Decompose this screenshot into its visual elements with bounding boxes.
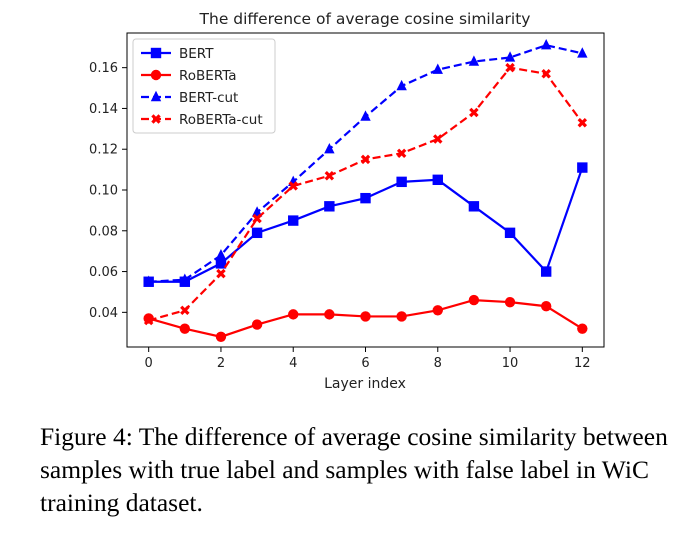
x-axis-label: Layer index bbox=[324, 376, 406, 392]
y-tick-label: 0.14 bbox=[89, 102, 118, 117]
data-point bbox=[143, 275, 154, 286]
legend-item: RoBERTa bbox=[141, 68, 237, 84]
legend-marker bbox=[150, 47, 162, 59]
legend-marker bbox=[150, 69, 162, 81]
data-point-stroke bbox=[396, 148, 407, 159]
data-point bbox=[541, 69, 551, 79]
data-point bbox=[396, 311, 407, 322]
data-point-stroke bbox=[360, 154, 371, 165]
data-point bbox=[216, 268, 226, 279]
data-point-stroke bbox=[180, 305, 190, 316]
data-point bbox=[577, 162, 588, 173]
data-point bbox=[179, 273, 191, 284]
data-point bbox=[360, 154, 371, 165]
legend: BERT RoBERTa BERT-cut RoBERTa-cut bbox=[132, 38, 276, 134]
data-point-stroke bbox=[324, 170, 335, 181]
data-point bbox=[179, 323, 191, 334]
data-point-stroke bbox=[288, 181, 298, 191]
data-point bbox=[215, 331, 227, 343]
x-tick-label: 6 bbox=[361, 356, 369, 371]
data-point bbox=[143, 315, 154, 326]
plot-area: 0 2 4 6 8 10 12 0.04 0.06 0.08 0.10 0.12 0.14 0.16 BER… bbox=[89, 32, 605, 371]
data-point bbox=[468, 201, 480, 212]
data-point-stroke bbox=[469, 107, 479, 118]
y-tick-label: 0.10 bbox=[89, 184, 118, 199]
data-point bbox=[468, 55, 480, 66]
data-point bbox=[360, 311, 371, 322]
data-point bbox=[252, 213, 262, 224]
data-point bbox=[324, 309, 335, 320]
data-point bbox=[504, 227, 516, 239]
data-point bbox=[360, 192, 371, 204]
y-tick-label: 0.12 bbox=[89, 143, 118, 158]
data-point bbox=[396, 176, 407, 188]
legend-item: RoBERTa-cut bbox=[141, 112, 263, 128]
data-point bbox=[288, 215, 299, 226]
series-roberta-cut bbox=[143, 62, 588, 326]
series-bert bbox=[143, 162, 588, 287]
legend-marker-stroke bbox=[151, 114, 161, 124]
data-point-stroke bbox=[252, 213, 262, 224]
data-point bbox=[504, 51, 516, 62]
x-tick-label: 12 bbox=[574, 356, 591, 371]
legend-item: BERT-cut bbox=[141, 90, 238, 106]
legend-label: BERT bbox=[179, 46, 214, 62]
data-point bbox=[360, 110, 371, 121]
data-point bbox=[469, 107, 479, 118]
data-point bbox=[396, 79, 407, 91]
legend-box bbox=[132, 38, 276, 134]
data-point bbox=[288, 309, 299, 320]
y-tick-label: 0.08 bbox=[89, 224, 118, 239]
x-tick-label: 8 bbox=[434, 356, 442, 371]
data-point-stroke bbox=[541, 69, 551, 79]
data-point bbox=[288, 181, 298, 191]
chart: The difference of average cosine similar… bbox=[89, 10, 605, 392]
x-tick-label: 4 bbox=[289, 356, 297, 371]
data-point bbox=[577, 323, 588, 334]
data-point-stroke bbox=[143, 315, 154, 326]
data-point-stroke bbox=[505, 62, 515, 73]
figure-caption: Figure 4: The difference of average cosi… bbox=[40, 422, 668, 517]
x-tick-label: 10 bbox=[502, 356, 519, 371]
data-point bbox=[215, 249, 227, 260]
data-point-stroke bbox=[577, 117, 588, 128]
data-point bbox=[251, 319, 263, 330]
data-point bbox=[396, 148, 407, 159]
data-point bbox=[577, 47, 588, 58]
y-tick-label: 0.16 bbox=[89, 61, 118, 76]
data-point bbox=[577, 117, 588, 128]
legend-item: BERT bbox=[141, 46, 214, 62]
data-point bbox=[540, 39, 552, 50]
x-tick-label: 0 bbox=[145, 356, 153, 371]
data-point bbox=[505, 62, 515, 73]
data-point bbox=[251, 227, 263, 239]
y-tick-label: 0.04 bbox=[89, 306, 118, 321]
data-point bbox=[504, 296, 516, 308]
legend-label: RoBERTa bbox=[179, 68, 237, 84]
data-point bbox=[324, 143, 335, 154]
data-point bbox=[540, 266, 552, 277]
data-point bbox=[324, 170, 335, 181]
data-point bbox=[324, 201, 335, 212]
legend-label: BERT-cut bbox=[179, 90, 238, 106]
series-roberta bbox=[143, 294, 588, 343]
data-point bbox=[215, 258, 227, 269]
data-point bbox=[468, 294, 480, 306]
data-point bbox=[180, 305, 190, 316]
chart-title: The difference of average cosine similar… bbox=[199, 10, 531, 28]
data-point-stroke bbox=[433, 134, 443, 144]
data-point-stroke bbox=[216, 268, 226, 279]
data-point bbox=[540, 301, 552, 312]
data-point bbox=[432, 305, 443, 316]
legend-marker bbox=[151, 114, 161, 124]
x-tick-label: 2 bbox=[217, 356, 225, 371]
legend-marker bbox=[150, 90, 162, 102]
data-point bbox=[432, 174, 443, 186]
y-tick-label: 0.06 bbox=[89, 265, 118, 280]
data-point bbox=[432, 63, 443, 74]
series-line bbox=[148, 167, 584, 283]
legend-label: RoBERTa-cut bbox=[179, 112, 263, 128]
line-chart: The difference of average cosine similar… bbox=[89, 10, 605, 392]
data-point bbox=[433, 134, 443, 144]
